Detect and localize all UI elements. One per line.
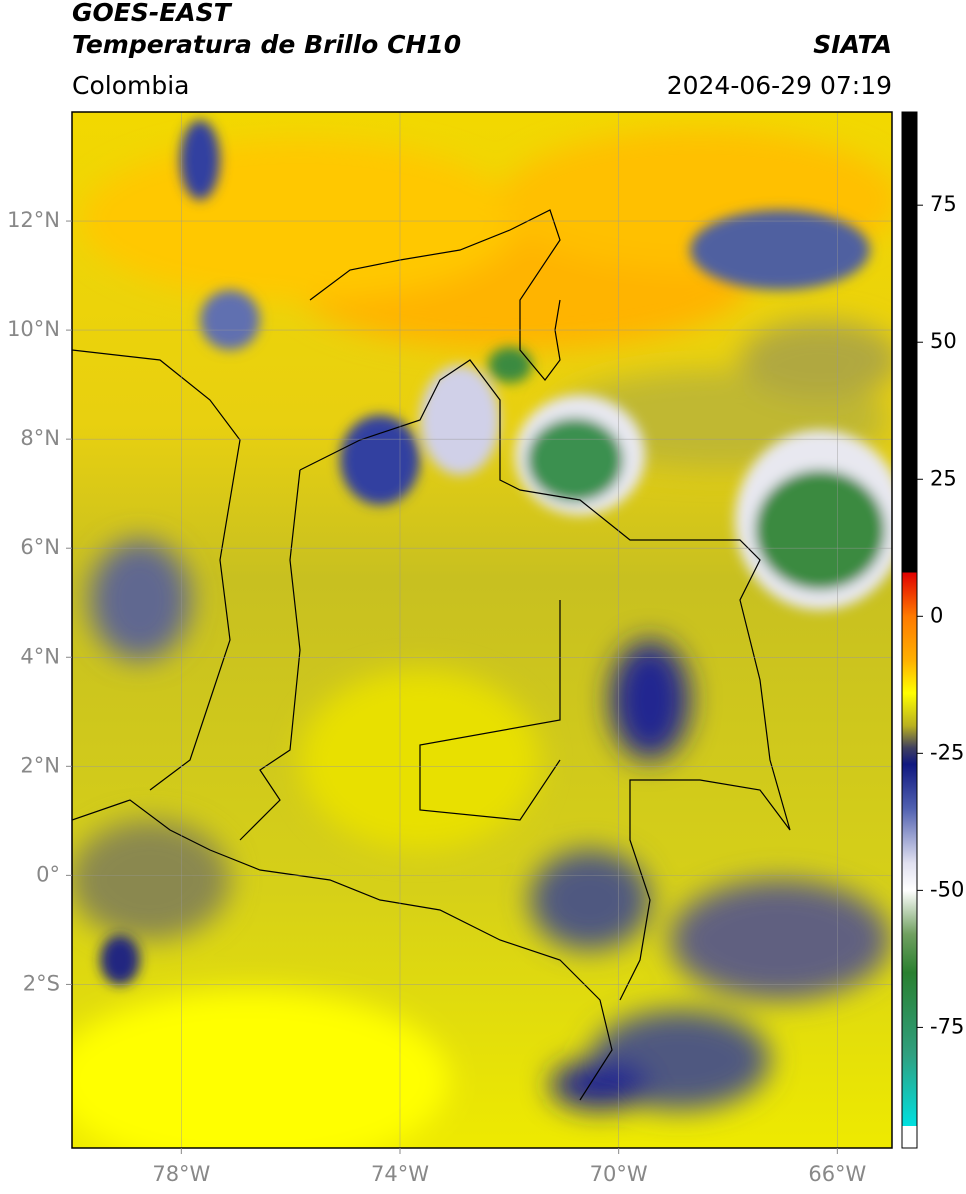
y-tick-label: 6°N (20, 535, 60, 559)
colorbar-tick-label: 25 (930, 466, 957, 490)
region: Colombia (72, 71, 189, 100)
x-tick-label: 78°W (152, 1162, 210, 1186)
y-tick-label: 2°S (23, 971, 60, 995)
graticule (72, 112, 892, 1148)
x-tick-label: 66°W (808, 1162, 866, 1186)
colorbar-tick-label: 50 (930, 329, 957, 353)
colorbar-tick-label: 0 (930, 603, 943, 627)
colorbar-tick-label: 75 (930, 192, 957, 216)
colorbar-tick-label: -50 (930, 877, 964, 901)
y-tick-label: 8°N (20, 426, 60, 450)
source: SIATA (813, 30, 892, 59)
colorbar-tick-label: -75 (930, 1014, 964, 1038)
subtitle: Temperatura de Brillo CH10 (72, 30, 461, 59)
y-tick-label: 0° (36, 862, 60, 886)
y-tick-label: 2°N (20, 753, 60, 777)
satellite-image (72, 112, 892, 1148)
x-tick-label: 74°W (371, 1162, 429, 1186)
map-frame (71, 111, 893, 1149)
title: GOES-EAST (72, 0, 233, 27)
x-tick-label: 70°W (590, 1162, 648, 1186)
colorbar-tick-label: -25 (930, 740, 964, 764)
colorbar (901, 111, 918, 1149)
y-tick-label: 4°N (20, 644, 60, 668)
y-tick-label: 10°N (7, 317, 60, 341)
datetime: 2024-06-29 07:19 (667, 71, 892, 100)
y-tick-label: 12°N (7, 208, 60, 232)
